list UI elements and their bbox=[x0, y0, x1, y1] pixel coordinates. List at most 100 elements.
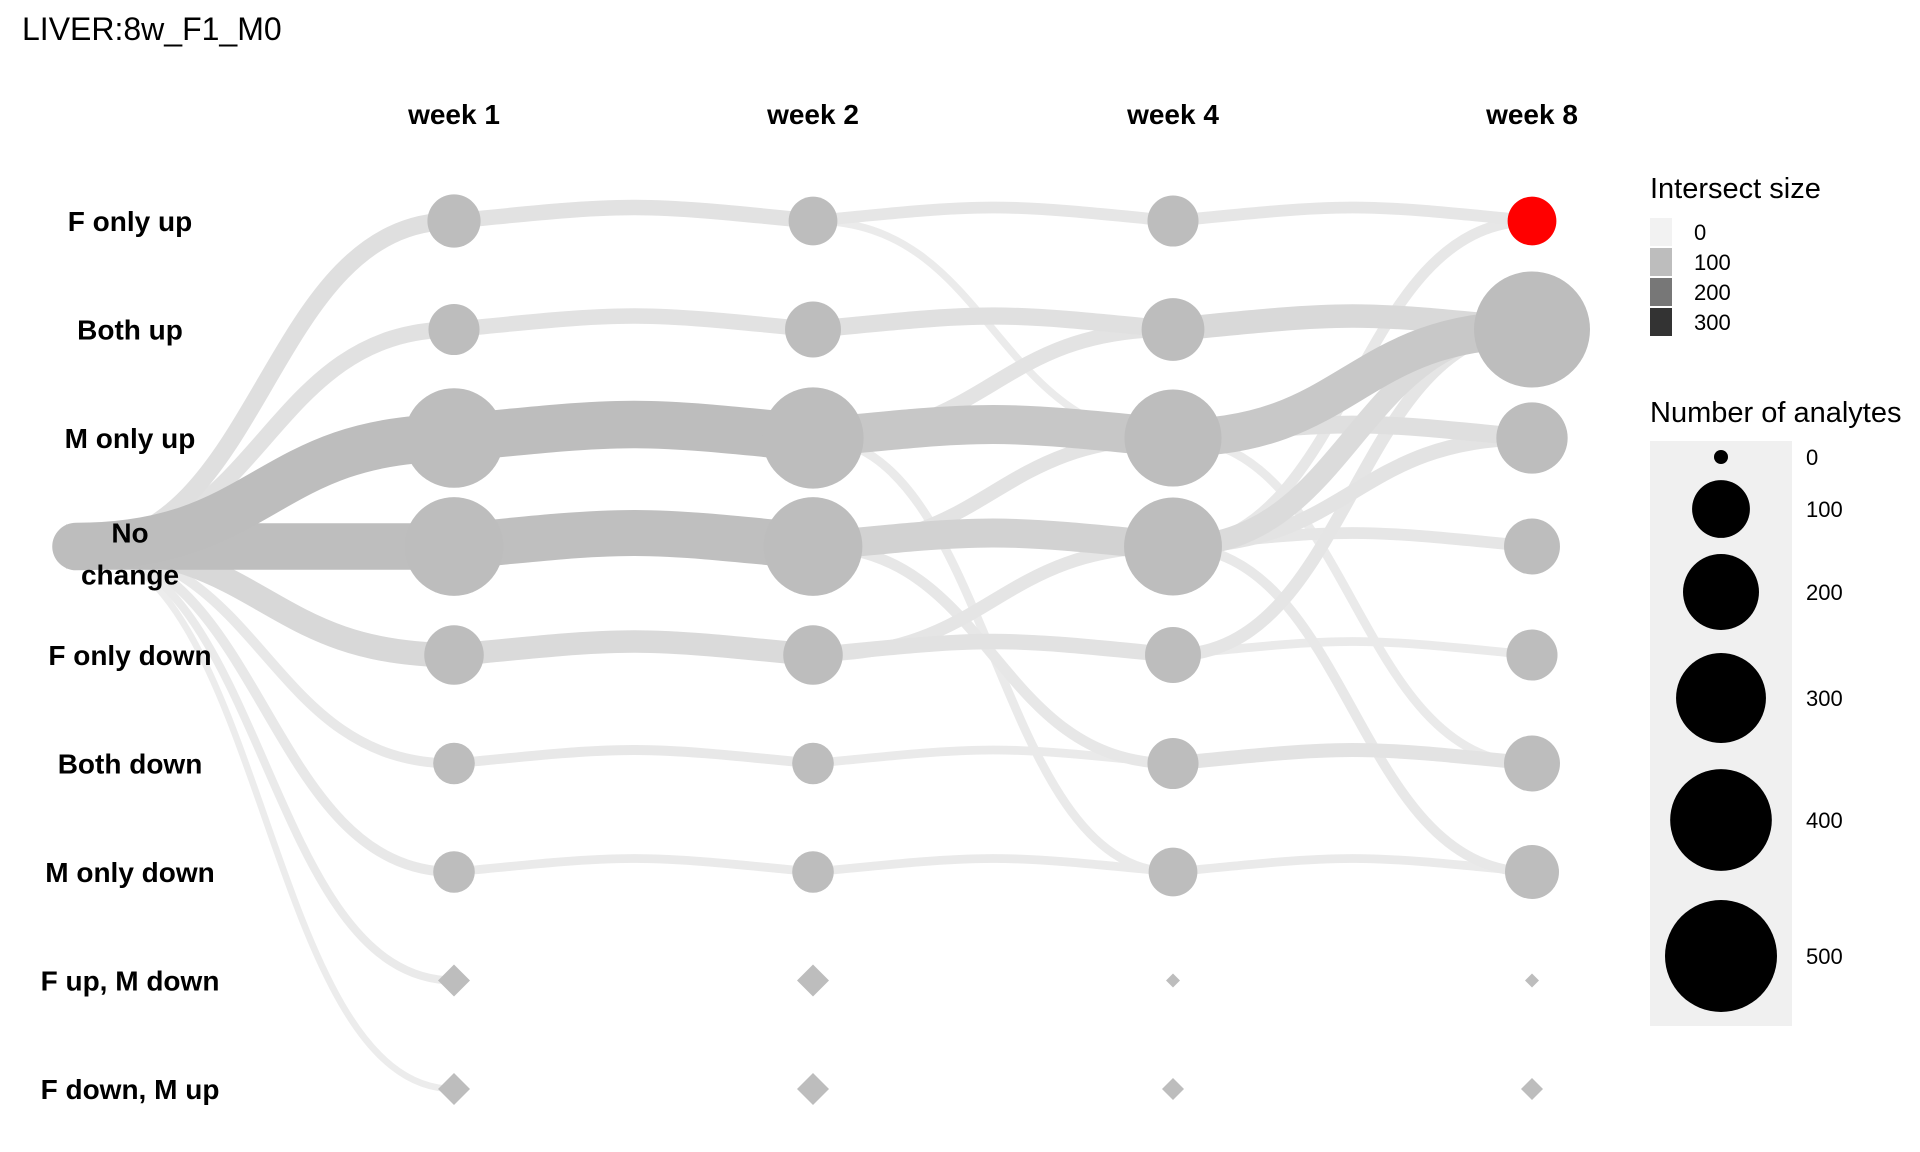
flow-week-2-f-only-up-to-week-4-f-only-up bbox=[807, 201, 1179, 227]
week-label-week-8: week 8 bbox=[1485, 99, 1578, 130]
legend-analytes-label-300: 300 bbox=[1806, 686, 1843, 711]
row-label-f-only-down: F only down bbox=[48, 640, 211, 671]
legend-analytes-key-100 bbox=[1692, 480, 1750, 538]
flow-week-4-m-only-down-to-week-8-m-only-down bbox=[1168, 854, 1537, 877]
node-week-8-both-down bbox=[1504, 735, 1560, 792]
node-week-1-f-only-down bbox=[424, 625, 484, 685]
node-week-4-m-only-down bbox=[1148, 847, 1198, 897]
row-label-no-change: No change bbox=[81, 518, 179, 591]
node-week-1-both-up bbox=[428, 303, 480, 356]
node-week-4-no-change bbox=[1124, 497, 1222, 596]
flow-origin-no-change-to-week-1-f-up-m-down bbox=[71, 542, 459, 985]
flow-week-1-both-up-to-week-2-both-up bbox=[446, 308, 821, 338]
legend-analytes-label-200: 200 bbox=[1806, 580, 1843, 605]
legend-analytes-key-0 bbox=[1714, 450, 1728, 464]
node-week-2-m-only-up bbox=[762, 387, 864, 489]
row-label-both-up: Both up bbox=[77, 315, 183, 346]
legend-intersect-swatch-200 bbox=[1650, 289, 1672, 297]
flow-week-1-both-down-to-week-2-both-down bbox=[449, 745, 818, 769]
flow-week-2-no-change-to-week-4-no-change bbox=[798, 518, 1188, 561]
row-label-f-down-m-up: F down, M up bbox=[41, 1074, 220, 1105]
flow-week-4-m-only-up-to-week-8-both-up bbox=[1154, 310, 1551, 457]
node-week-4-f-up-m-down bbox=[1166, 973, 1180, 988]
node-week-2-f-up-m-down bbox=[797, 964, 829, 997]
node-week-8-f-only-up bbox=[1507, 196, 1557, 246]
week-labels: week 1 week 2 week 4 week 8 bbox=[407, 99, 1578, 130]
legend-analytes-key-200 bbox=[1683, 554, 1759, 630]
node-week-2-both-down bbox=[792, 742, 834, 785]
flow-week-1-m-only-down-to-week-2-m-only-down bbox=[449, 854, 818, 877]
nodes-layer bbox=[404, 194, 1590, 1105]
chart-title: LIVER:8w_F1_M0 bbox=[22, 11, 282, 47]
flow-week-2-no-change-to-week-4-both-down bbox=[807, 541, 1179, 769]
flow-week-2-both-up-to-week-4-both-up bbox=[804, 307, 1182, 339]
node-week-4-f-down-m-up bbox=[1162, 1078, 1184, 1100]
legend-analytes-title: Number of analytes bbox=[1650, 397, 1901, 429]
week-label-week-1: week 1 bbox=[407, 99, 500, 130]
node-week-2-no-change bbox=[763, 497, 863, 596]
flow-week-4-f-only-up-to-week-8-f-only-up bbox=[1167, 201, 1538, 227]
legend-intersect-label-0: 0 bbox=[1694, 220, 1706, 245]
node-week-1-both-down bbox=[433, 742, 475, 785]
row-label-both-down: Both down bbox=[58, 749, 203, 780]
node-week-1-f-up-m-down bbox=[438, 964, 470, 997]
legend-analytes-label-100: 100 bbox=[1806, 497, 1843, 522]
row-labels: F only up Both up M only up No change F only … bbox=[41, 206, 220, 1105]
node-week-4-f-only-down bbox=[1145, 627, 1201, 683]
node-week-8-no-change bbox=[1504, 518, 1560, 575]
flow-week-4-f-only-down-to-week-8-f-only-down bbox=[1168, 637, 1537, 660]
legend-analytes-label-0: 0 bbox=[1806, 445, 1818, 470]
legend-intersect-title: Intersect size bbox=[1650, 173, 1821, 205]
row-label-m-only-up: M only up bbox=[65, 423, 196, 454]
row-label-m-only-down: M only down bbox=[45, 857, 215, 888]
legend-intersect-swatch-100 bbox=[1650, 259, 1672, 267]
node-week-1-f-only-up bbox=[427, 194, 481, 248]
origin-node bbox=[66, 524, 100, 569]
node-week-8-both-up bbox=[1474, 271, 1590, 388]
node-week-8-m-only-down bbox=[1504, 844, 1560, 900]
node-week-1-m-only-up bbox=[404, 388, 504, 488]
flow-origin-no-change-to-week-1-m-only-up bbox=[52, 414, 478, 571]
legend-analytes-label-500: 500 bbox=[1806, 944, 1843, 969]
legend-analytes-key-500 bbox=[1665, 900, 1777, 1012]
flow-week-2-m-only-up-to-week-4-m-only-up bbox=[793, 404, 1193, 458]
node-week-8-m-only-up bbox=[1496, 402, 1568, 474]
row-label-f-up-m-down: F up, M down bbox=[41, 966, 220, 997]
node-week-1-f-down-m-up bbox=[438, 1073, 470, 1105]
node-week-4-f-only-up bbox=[1147, 195, 1199, 247]
flows-layer bbox=[52, 199, 1551, 1093]
node-week-8-f-down-m-up bbox=[1521, 1078, 1543, 1100]
node-week-8-f-up-m-down bbox=[1525, 973, 1539, 988]
node-week-4-both-down bbox=[1147, 737, 1199, 790]
legend-intersect-swatch-0 bbox=[1650, 229, 1672, 237]
legend-intersect-label-300: 300 bbox=[1694, 310, 1731, 335]
node-week-2-f-down-m-up bbox=[797, 1073, 829, 1105]
flow-week-1-m-only-up-to-week-2-m-only-up bbox=[430, 400, 837, 462]
flow-week-4-m-only-up-to-week-8-both-down bbox=[1168, 433, 1537, 768]
legend-analytes-label-400: 400 bbox=[1806, 808, 1843, 833]
legend-intersect-label-200: 200 bbox=[1694, 280, 1731, 305]
flow-week-4-no-change-to-week-8-m-only-down bbox=[1168, 541, 1537, 877]
flow-week-2-m-only-down-to-week-4-m-only-down bbox=[808, 854, 1178, 877]
flow-week-4-both-down-to-week-8-both-down bbox=[1165, 742, 1540, 771]
week-label-week-4: week 4 bbox=[1126, 99, 1219, 130]
node-week-4-both-up bbox=[1141, 298, 1205, 361]
node-week-2-f-only-up bbox=[788, 196, 838, 246]
node-week-2-m-only-down bbox=[792, 851, 834, 893]
node-week-2-both-up bbox=[785, 301, 841, 358]
node-week-1-no-change bbox=[404, 497, 504, 596]
week-label-week-2: week 2 bbox=[766, 99, 859, 130]
flow-origin-no-change-to-week-1-f-down-m-up bbox=[72, 543, 458, 1093]
legend-intersect-swatch-300 bbox=[1650, 319, 1672, 327]
flow-week-1-f-only-up-to-week-2-f-only-up bbox=[446, 199, 821, 229]
flow-week-2-f-only-down-to-week-4-f-only-down bbox=[805, 633, 1181, 663]
node-week-2-f-only-down bbox=[783, 625, 843, 685]
node-week-4-m-only-up bbox=[1124, 389, 1222, 487]
legend-intersect-label-100: 100 bbox=[1694, 250, 1731, 275]
node-week-1-m-only-down bbox=[433, 851, 475, 893]
row-label-f-only-up: F only up bbox=[68, 206, 192, 237]
legend: Intersect size 0 100 200 300 Number of analyt… bbox=[1650, 173, 1901, 1026]
flow-week-1-no-change-to-week-2-no-change bbox=[430, 510, 837, 570]
legend-analytes-key-300 bbox=[1676, 653, 1766, 743]
